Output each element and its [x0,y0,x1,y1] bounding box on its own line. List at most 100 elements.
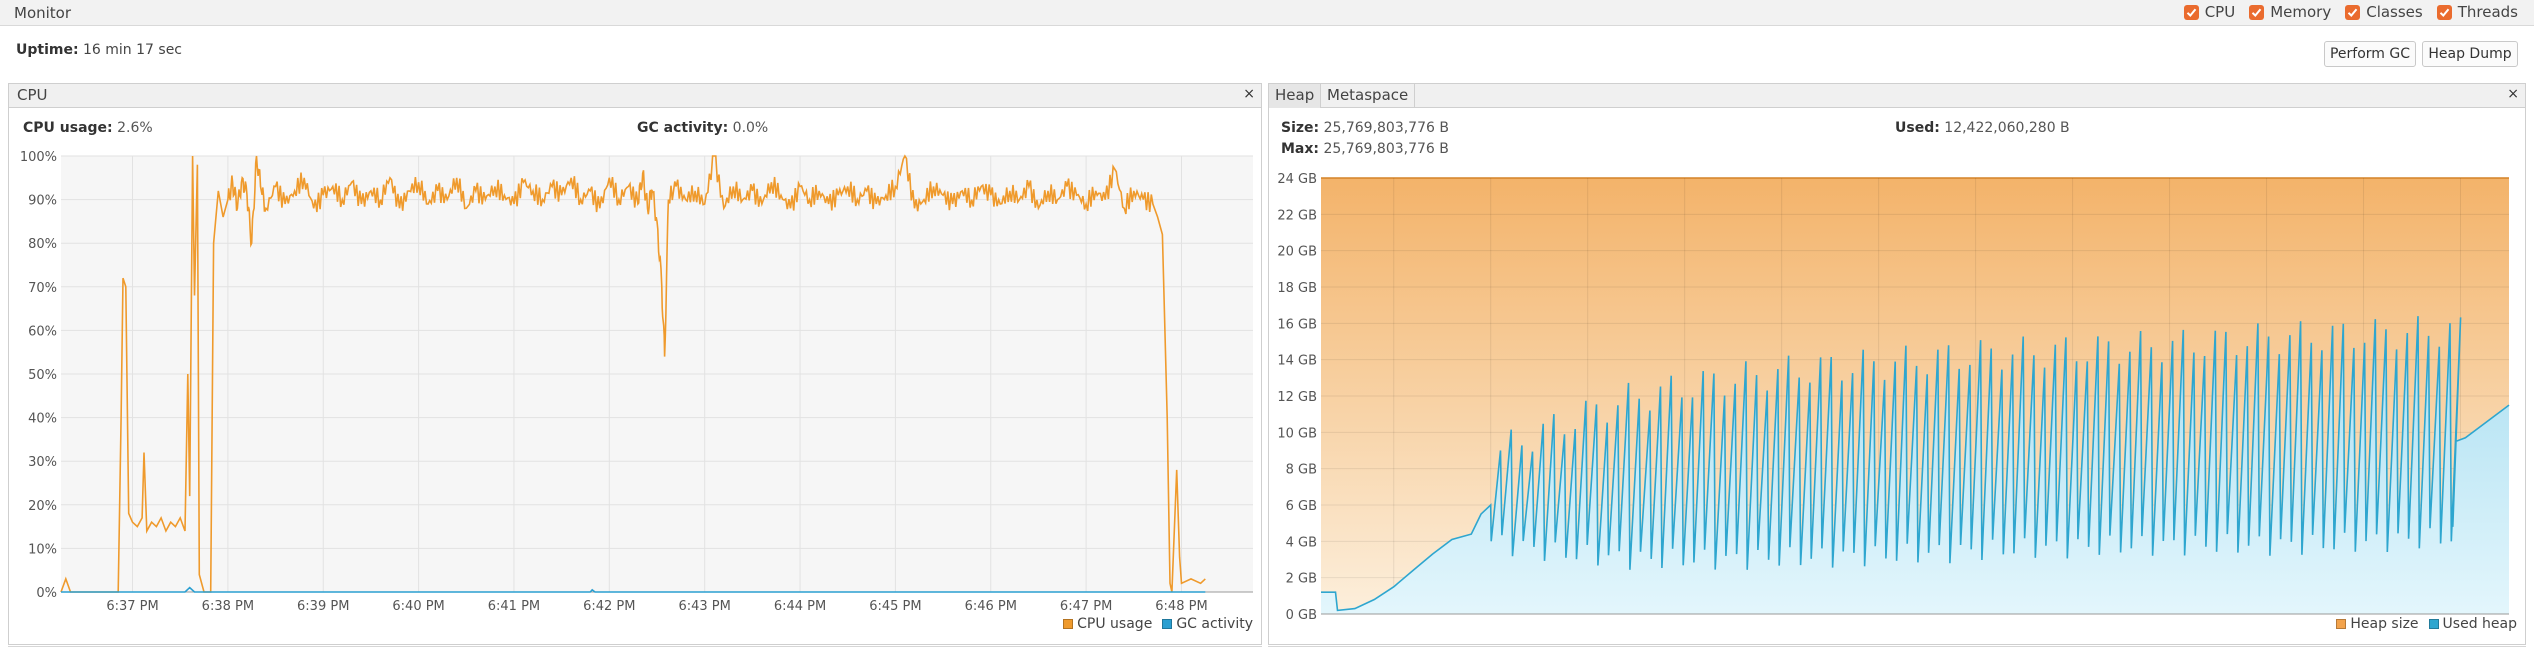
heap-chart: 0 GB 2 GB 4 GB 6 GB 8 GB 10 GB 12 GB 14 GB 16 GB… [1277,172,2510,622]
legend-used-heap-label: Used heap [2442,616,2517,632]
heap-size-value: 25,769,803,776 B [1323,120,1449,136]
toggle-memory-label: Memory [2270,3,2332,21]
cpu-usage-value: 2.6% [117,120,153,136]
cpu-usage-label: CPU usage: [23,120,113,136]
y-tick-label: 6 GB [1286,499,1317,514]
toggle-group: CPU Memory Classes Threads [2183,3,2518,21]
y-tick-label: 10% [28,542,57,557]
y-tick-label: 4 GB [1286,535,1317,550]
heap-max-label: Max: [1281,141,1320,157]
y-tick-label: 70% [28,281,57,296]
x-tick-label: 6:40 PM [392,599,444,614]
x-tick-label: 6:46 PM [965,599,1017,614]
gc-activity-label: GC activity: [637,120,729,136]
y-tick-label: 16 GB [1277,317,1317,332]
checkbox-checked-icon[interactable] [2249,4,2265,20]
uptime-label: Uptime: [16,42,79,58]
x-tick-label: 6:41 PM [1755,621,1807,622]
x-tick-label: 6:47 PM [2337,621,2389,622]
heap-size-stat: Size: 25,769,803,776 B [1281,120,1449,136]
x-tick-label: 6:48 PM [2434,621,2486,622]
heap-used-label: Used: [1895,120,1940,136]
y-tick-label: 0 GB [1286,608,1317,622]
x-tick-label: 6:41 PM [488,599,540,614]
heap-panel-tabbar: Heap Metaspace × [1269,84,2525,108]
y-tick-label: 40% [28,412,57,427]
checkbox-checked-icon[interactable] [2183,4,2199,20]
uptime: Uptime: 16 min 17 sec [16,42,182,58]
heap-used-stat: Used: 12,422,060,280 B [1895,120,2070,136]
y-tick-label: 14 GB [1277,354,1317,369]
y-tick-label: 10 GB [1277,426,1317,441]
x-tick-label: 6:39 PM [297,599,349,614]
toggle-classes-label: Classes [2366,3,2423,21]
x-tick-label: 6:39 PM [1561,621,1613,622]
y-tick-label: 60% [28,324,57,339]
tab-metaspace[interactable]: Metaspace [1321,84,1416,108]
x-tick-label: 6:43 PM [1949,621,2001,622]
x-tick-label: 6:42 PM [1852,621,1904,622]
y-tick-label: 20 GB [1277,245,1317,260]
checkbox-checked-icon[interactable] [2436,4,2452,20]
checkbox-checked-icon[interactable] [2345,4,2361,20]
heap-used-value: 12,422,060,280 B [1944,120,2070,136]
x-tick-label: 6:37 PM [106,599,158,614]
y-tick-label: 0% [36,586,57,601]
y-tick-label: 50% [28,368,57,383]
close-icon[interactable]: × [2507,86,2519,102]
x-tick-label: 6:42 PM [583,599,635,614]
next-panel-edge-right [1268,646,2526,652]
perform-gc-button[interactable]: Perform GC [2324,41,2416,67]
y-tick-label: 8 GB [1286,463,1317,478]
toggle-threads[interactable]: Threads [2436,3,2518,21]
tab-cpu[interactable]: CPU [17,86,48,104]
toggle-memory[interactable]: Memory [2249,3,2331,21]
toggle-cpu[interactable]: CPU [2183,3,2236,21]
y-tick-label: 90% [28,194,57,209]
x-tick-label: 6:38 PM [202,599,254,614]
cpu-legend: CPU usage GC activity [1063,616,1253,632]
close-icon[interactable]: × [1243,86,1255,102]
cpu-usage-line [60,154,1206,593]
x-tick-label: 6:46 PM [2240,621,2292,622]
next-panel-edge-left [8,646,1262,652]
y-tick-label: 22 GB [1277,208,1317,223]
uptime-value: 16 min 17 sec [83,42,182,58]
tab-heap[interactable]: Heap [1269,84,1322,108]
legend-heap-size-label: Heap size [2350,616,2419,632]
gc-activity-stat: GC activity: 0.0% [637,120,768,136]
monitor-header: Monitor CPU Memory Classes Threads [0,0,2534,26]
heap-dump-button[interactable]: Heap Dump [2422,41,2518,67]
y-tick-label: 2 GB [1286,572,1317,587]
y-tick-label: 30% [28,455,57,470]
used-heap-area [1321,316,2509,614]
cpu-chart: 0% 10% 20% 30% 40% 50% 60% 70% 80% 90% 100% 6:37 PM… [20,150,1253,614]
x-tick-label: 6:38 PM [1465,621,1517,622]
gc-activity-value: 0.0% [732,120,769,136]
toggle-classes[interactable]: Classes [2345,3,2423,21]
legend-item-cpu-usage: CPU usage [1063,616,1152,632]
x-tick-label: 6:44 PM [774,599,826,614]
heap-panel: Heap Metaspace × Size: 25,769,803,776 B … [1268,83,2526,645]
legend-item-used-heap: Used heap [2428,616,2517,632]
y-tick-label: 18 GB [1277,281,1317,296]
x-tick-label: 6:45 PM [2143,621,2195,622]
y-tick-label: 20% [28,499,57,514]
y-tick-label: 12 GB [1277,390,1317,405]
heap-size-label: Size: [1281,120,1320,136]
used-heap-swatch [2428,619,2439,629]
x-tick-label: 6:48 PM [1155,599,1207,614]
toggle-cpu-label: CPU [2204,3,2236,21]
legend-cpu-usage-label: CPU usage [1077,616,1153,632]
x-tick-label: 6:47 PM [1060,599,1112,614]
heap-max-stat: Max: 25,769,803,776 B [1281,141,1449,157]
cpu-panel: CPU × CPU usage: 2.6% GC activity: 0.0% … [8,83,1262,645]
x-tick-label: 6:37 PM [1368,621,1420,622]
y-tick-label: 24 GB [1277,172,1317,187]
cpu-panel-tabbar: CPU × [9,84,1261,108]
y-tick-label: 100% [20,150,57,165]
legend-item-heap-size: Heap size [2336,616,2419,632]
y-tick-label: 80% [28,237,57,252]
cpu-usage-stat: CPU usage: 2.6% [23,120,153,136]
gc-activity-line [61,586,1206,593]
